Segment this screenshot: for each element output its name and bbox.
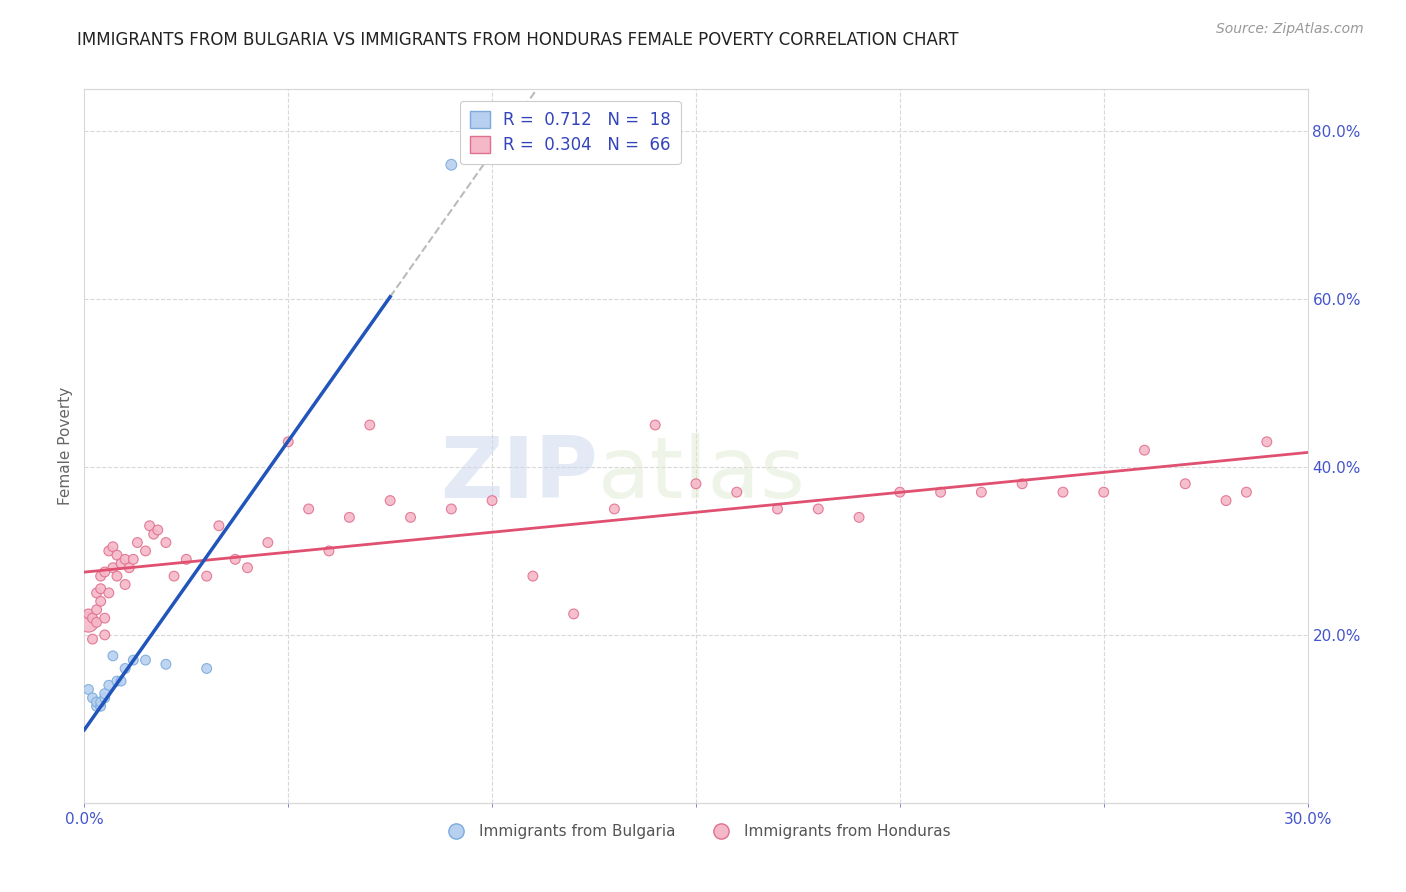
- Point: [725, 485, 748, 500]
- Point: [146, 523, 169, 537]
- Point: [1256, 434, 1278, 449]
- Point: [1052, 485, 1074, 500]
- Point: [97, 544, 120, 558]
- Point: [889, 485, 911, 500]
- Point: [481, 493, 503, 508]
- Point: [318, 544, 340, 558]
- Text: atlas: atlas: [598, 433, 806, 516]
- Point: [90, 582, 112, 596]
- Point: [277, 434, 299, 449]
- Legend: Immigrants from Bulgaria, Immigrants from Honduras: Immigrants from Bulgaria, Immigrants fro…: [434, 818, 957, 845]
- Point: [93, 628, 115, 642]
- Point: [224, 552, 246, 566]
- Point: [236, 560, 259, 574]
- Point: [562, 607, 585, 621]
- Point: [135, 544, 157, 558]
- Point: [1236, 485, 1258, 500]
- Point: [1092, 485, 1115, 500]
- Point: [105, 674, 128, 689]
- Point: [1011, 476, 1033, 491]
- Point: [77, 615, 100, 630]
- Point: [298, 502, 321, 516]
- Point: [82, 690, 104, 705]
- Point: [105, 569, 128, 583]
- Point: [82, 632, 104, 646]
- Point: [93, 565, 115, 579]
- Point: [163, 569, 186, 583]
- Point: [86, 695, 108, 709]
- Point: [90, 695, 112, 709]
- Point: [195, 569, 218, 583]
- Point: [440, 502, 463, 516]
- Point: [114, 577, 136, 591]
- Point: [105, 548, 128, 562]
- Point: [440, 158, 463, 172]
- Point: [101, 540, 124, 554]
- Point: [86, 586, 108, 600]
- Point: [93, 611, 115, 625]
- Point: [1133, 443, 1156, 458]
- Point: [122, 653, 145, 667]
- Point: [114, 661, 136, 675]
- Point: [101, 648, 124, 663]
- Point: [155, 657, 177, 672]
- Point: [142, 527, 165, 541]
- Point: [807, 502, 830, 516]
- Point: [114, 552, 136, 566]
- Point: [174, 552, 197, 566]
- Point: [339, 510, 361, 524]
- Point: [399, 510, 422, 524]
- Point: [110, 557, 132, 571]
- Point: [77, 607, 100, 621]
- Point: [685, 476, 707, 491]
- Point: [90, 569, 112, 583]
- Text: Source: ZipAtlas.com: Source: ZipAtlas.com: [1216, 22, 1364, 37]
- Point: [208, 518, 231, 533]
- Point: [1215, 493, 1237, 508]
- Point: [77, 682, 100, 697]
- Point: [970, 485, 993, 500]
- Point: [82, 611, 104, 625]
- Point: [101, 560, 124, 574]
- Point: [118, 560, 141, 574]
- Point: [86, 699, 108, 714]
- Point: [90, 699, 112, 714]
- Point: [110, 674, 132, 689]
- Point: [90, 594, 112, 608]
- Point: [97, 678, 120, 692]
- Point: [93, 687, 115, 701]
- Point: [257, 535, 280, 549]
- Point: [380, 493, 402, 508]
- Text: IMMIGRANTS FROM BULGARIA VS IMMIGRANTS FROM HONDURAS FEMALE POVERTY CORRELATION : IMMIGRANTS FROM BULGARIA VS IMMIGRANTS F…: [77, 31, 959, 49]
- Point: [359, 417, 381, 432]
- Point: [86, 615, 108, 630]
- Point: [155, 535, 177, 549]
- Point: [603, 502, 626, 516]
- Point: [522, 569, 544, 583]
- Point: [86, 603, 108, 617]
- Point: [848, 510, 870, 524]
- Point: [93, 690, 115, 705]
- Point: [122, 552, 145, 566]
- Point: [766, 502, 789, 516]
- Point: [644, 417, 666, 432]
- Point: [138, 518, 160, 533]
- Text: ZIP: ZIP: [440, 433, 598, 516]
- Point: [97, 586, 120, 600]
- Point: [1174, 476, 1197, 491]
- Point: [929, 485, 952, 500]
- Point: [135, 653, 157, 667]
- Point: [195, 661, 218, 675]
- Point: [127, 535, 149, 549]
- Y-axis label: Female Poverty: Female Poverty: [58, 387, 73, 505]
